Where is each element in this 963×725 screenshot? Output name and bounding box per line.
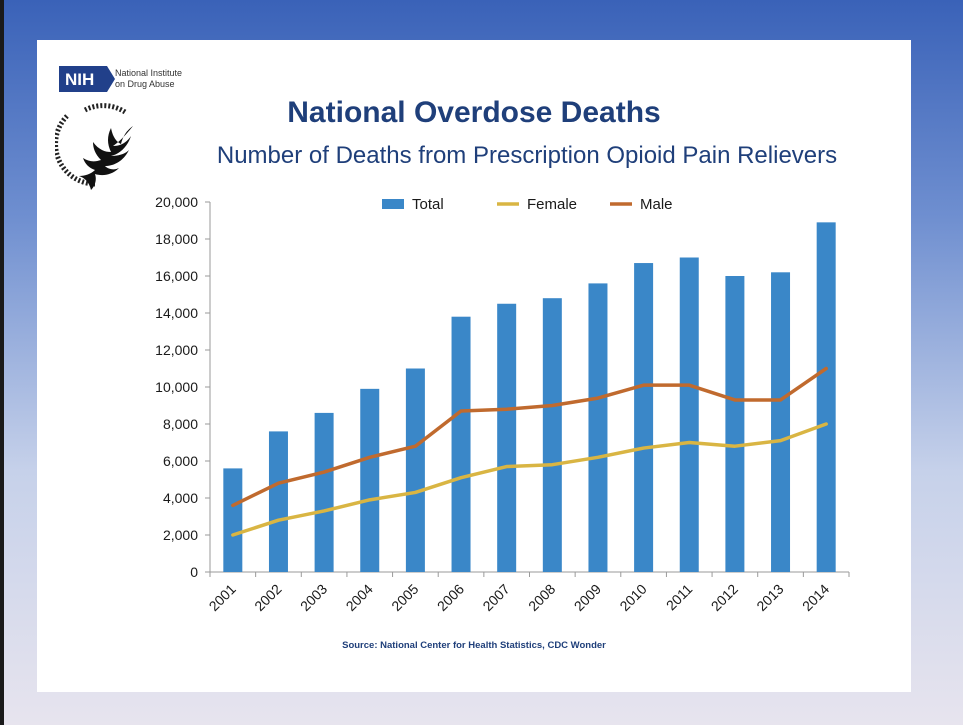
x-tick-label: 2002 — [251, 581, 284, 614]
bar-total-2006 — [451, 316, 471, 572]
x-tick-label: 2009 — [571, 581, 604, 614]
bar-total-2011 — [679, 257, 699, 572]
nih-badge: NIH — [59, 66, 115, 92]
line-female — [231, 422, 828, 537]
bar-total-2007 — [497, 303, 517, 572]
nida-name-line1: National Institute — [115, 68, 183, 78]
y-tick-label: 16,000 — [155, 268, 198, 284]
x-tick-label: 2004 — [343, 581, 376, 614]
x-tick-label: 2005 — [388, 581, 421, 614]
legend-swatch-total — [382, 199, 404, 209]
legend-label-male: Male — [640, 196, 673, 213]
bar-total-2003 — [314, 412, 334, 572]
bar-total-2002 — [268, 431, 288, 572]
x-tick-label: 2007 — [479, 581, 512, 614]
bar-total-2013 — [771, 272, 791, 572]
x-tick-label: 2001 — [206, 581, 239, 614]
nida-name: National Institute on Drug Abuse — [115, 68, 182, 90]
x-tick-label: 2014 — [799, 581, 832, 614]
y-tick-label: 10,000 — [155, 379, 198, 395]
x-tick-label: 2003 — [297, 581, 330, 614]
hhs-eagle-seal-icon — [55, 103, 133, 190]
x-tick-label: 2010 — [616, 581, 649, 614]
bar-total-2009 — [588, 283, 608, 572]
y-tick-label: 12,000 — [155, 342, 198, 358]
x-tick-label: 2006 — [434, 581, 467, 614]
y-tick-label: 20,000 — [155, 194, 198, 210]
nih-badge-text: NIH — [65, 70, 94, 89]
x-tick-label: 2008 — [525, 581, 558, 614]
y-tick-label: 2,000 — [163, 527, 198, 543]
y-tick-label: 18,000 — [155, 231, 198, 247]
chart-subtitle: Number of Deaths from Prescription Opioi… — [216, 142, 838, 169]
bar-total-2012 — [725, 276, 745, 572]
bar-total-2005 — [405, 368, 425, 572]
y-tick-label: 14,000 — [155, 305, 198, 321]
legend-label-total: Total — [412, 196, 444, 213]
window-edge — [0, 0, 4, 725]
bar-total-2004 — [360, 388, 380, 572]
legend-label-female: Female — [527, 196, 577, 213]
y-tick-label: 6,000 — [163, 453, 198, 469]
bar-total-2008 — [542, 298, 562, 572]
slide: NIH National Institute on Drug Abuse Nat… — [37, 40, 911, 692]
y-tick-label: 0 — [190, 564, 198, 580]
chart-title: National Overdose Deaths — [287, 96, 661, 129]
x-tick-label: 2013 — [753, 581, 786, 614]
bar-total-2010 — [634, 263, 654, 572]
y-tick-label: 4,000 — [163, 490, 198, 506]
y-tick-label: 8,000 — [163, 416, 198, 432]
bar-total-2001 — [223, 468, 243, 572]
x-tick-label: 2012 — [708, 581, 741, 614]
line-male — [231, 366, 828, 508]
chart-source: Source: National Center for Health Stati… — [342, 640, 606, 651]
nida-name-line2: on Drug Abuse — [115, 79, 175, 89]
overdose-chart: 0 2,000 4,000 6,000 8,000 10,000 12,000 14,000 1… — [155, 194, 850, 614]
nida-logo: NIH National Institute on Drug Abuse — [55, 60, 219, 200]
x-tick-label: 2011 — [663, 581, 696, 614]
bar-total-2014 — [816, 222, 836, 572]
